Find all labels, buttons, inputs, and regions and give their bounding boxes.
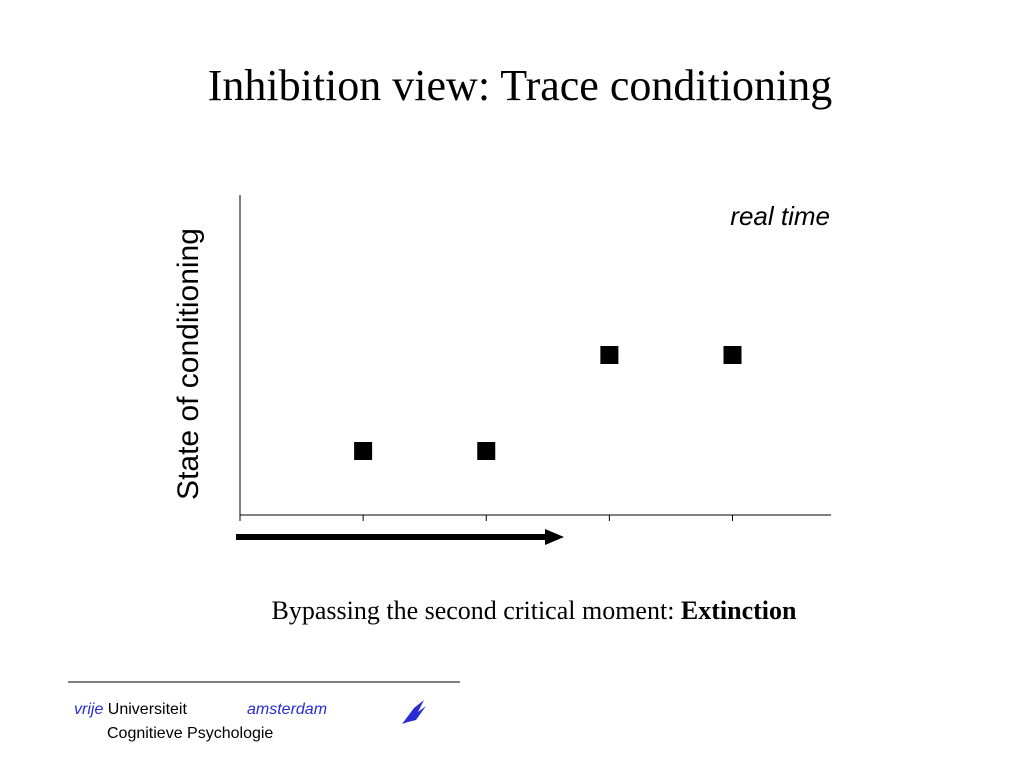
footer-university: vrije Universiteit	[74, 701, 187, 718]
logo	[402, 700, 426, 724]
point	[723, 346, 742, 364]
footer-amsterdam: amsterdam	[247, 701, 327, 718]
footer-vrije: vrije	[74, 701, 103, 718]
point	[600, 346, 619, 364]
footer-department: Cognitieve Psychologie	[107, 725, 273, 742]
footer-universiteit: Universiteit	[108, 701, 188, 718]
slide-title: Inhibition view: Trace conditioning	[208, 61, 833, 110]
point	[477, 442, 496, 460]
annotation: real time	[730, 201, 830, 231]
point	[354, 442, 373, 460]
time-arrow-head	[545, 529, 564, 545]
caption: Bypassing the second critical moment: Ex…	[272, 596, 798, 625]
caption-text: Bypassing the second critical moment:	[272, 596, 675, 625]
y-axis-label: State of conditioning	[172, 228, 205, 500]
caption-emphasis: Extinction	[681, 596, 797, 625]
